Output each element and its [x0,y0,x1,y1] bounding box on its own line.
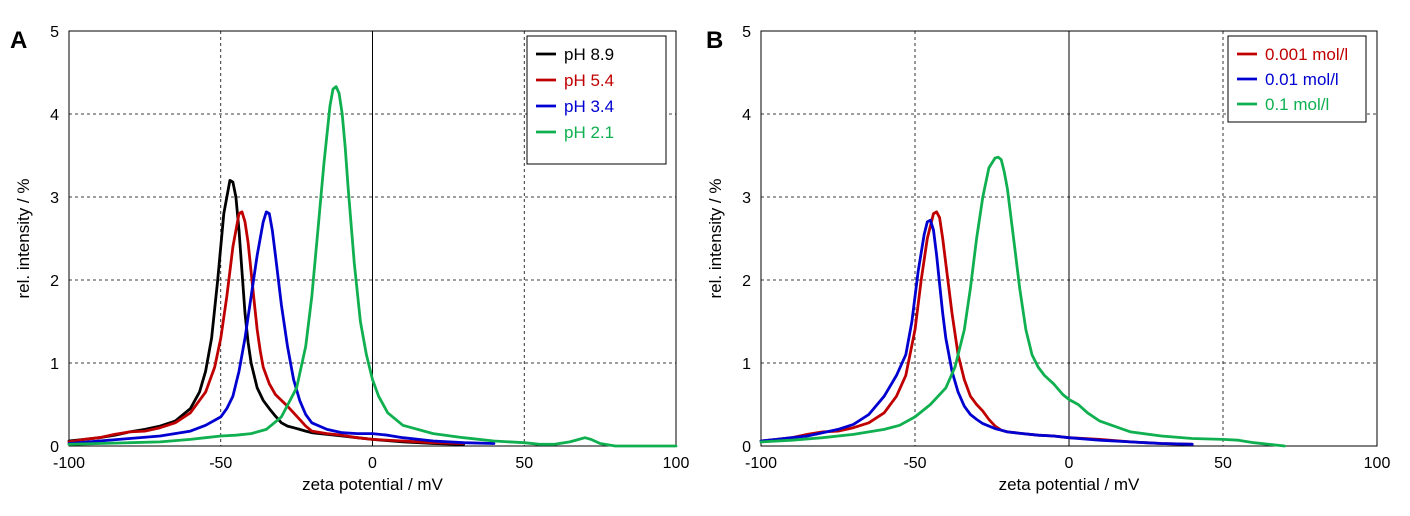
x-tick-label: -50 [903,455,926,472]
legend-label: pH 3.4 [564,97,614,116]
legend-label: pH 5.4 [564,71,614,90]
series-line-1 [67,179,465,446]
x-axis-title: zeta potential / mV [302,475,443,494]
x-tick-label: 100 [1364,455,1391,472]
plot-frame [760,30,1378,447]
x-tick-label: -100 [745,455,777,472]
x-tick-label: 0 [368,455,377,472]
legend-box [526,35,667,165]
x-tick-label: -50 [209,455,232,472]
series-line-3 [759,155,1286,448]
y-tick-label: 4 [742,107,751,124]
y-tick-label: 2 [50,273,59,290]
legend-label: 0.001 mol/l [1265,45,1348,64]
y-axis-title: rel. intensity / % [14,179,33,299]
chart-panel-a: -100 -50 0 50 100 0 1 2 3 4 5 zeta potential / mV re… [10,24,689,494]
legend-label: 0.01 mol/l [1265,70,1339,89]
y-tick-label: 3 [50,190,59,207]
y-tick-label: 0 [742,439,751,456]
y-tick-label: 2 [742,273,751,290]
y-axis-title: rel. intensity / % [706,179,725,299]
series-line-4 [67,85,678,448]
plot-frame [68,30,677,447]
x-tick-label: 50 [515,455,533,472]
y-tick-label: 0 [50,439,59,456]
legend-label: 0.1 mol/l [1265,95,1329,114]
chart-panel-b: -100 -50 0 50 100 0 1 2 3 4 5 zeta potential / mV re… [706,24,1390,494]
x-tick-label: 0 [1065,455,1074,472]
x-tick-label: -100 [53,455,85,472]
y-tick-label: 5 [742,24,751,41]
legend: 0.001 mol/l 0.01 mol/l 0.1 mol/l [1227,35,1367,123]
series-line-3 [67,210,496,445]
y-tick-label: 1 [742,356,751,373]
x-axis-title: zeta potential / mV [999,475,1140,494]
series-line-2 [759,218,1194,446]
x-tick-label: 50 [1214,455,1232,472]
legend-label: pH 8.9 [564,45,614,64]
y-tick-label: 3 [742,190,751,207]
legend-label: pH 2.1 [564,123,614,142]
panel-label: B [706,27,723,54]
legend: pH 8.9 pH 5.4 pH 3.4 pH 2.1 [526,35,667,165]
y-tick-label: 4 [50,107,59,124]
panel-label: A [10,27,27,54]
x-tick-label: 100 [663,455,690,472]
series-line-2 [67,210,465,445]
y-tick-label: 1 [50,356,59,373]
y-tick-label: 5 [50,24,59,41]
